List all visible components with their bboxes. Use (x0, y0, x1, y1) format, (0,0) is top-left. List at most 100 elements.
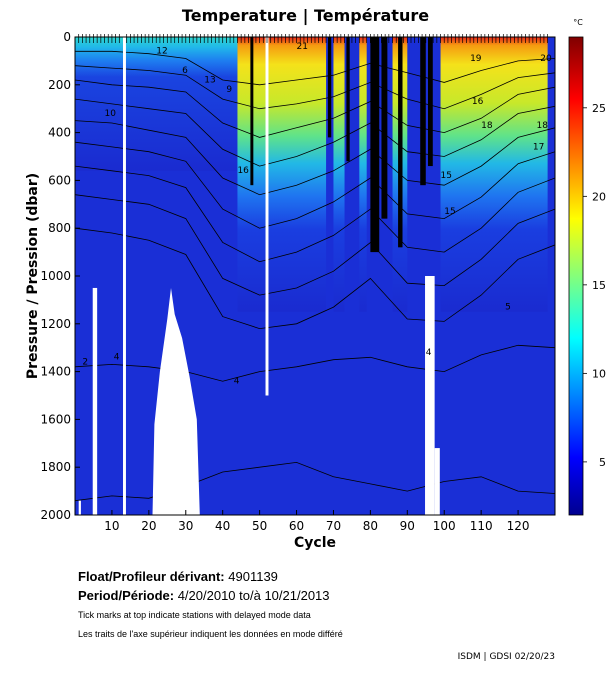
colorbar-tick-label: 15 (592, 279, 606, 292)
x-tick-label: 100 (433, 519, 456, 533)
y-tick-label: 200 (48, 78, 71, 92)
period-value: 4/20/2010 to/à 10/21/2013 (177, 588, 330, 603)
isotherm-line (75, 120, 555, 196)
dense-contour-streak (327, 37, 332, 138)
y-tick-label: 2000 (40, 508, 71, 522)
contour-label: 15 (441, 171, 452, 181)
dense-contour-streak (346, 37, 350, 162)
contour-label: 18 (537, 121, 549, 131)
float-label: Float/Profileur dérivant: (78, 569, 225, 584)
float-info: Float/Profileur dérivant: 4901139 Period… (78, 569, 343, 639)
isotherm-line (75, 165, 555, 263)
isotherm-line (75, 194, 555, 296)
dense-contour-streak (381, 37, 388, 219)
period-label: Period/Période: (78, 588, 175, 603)
x-axis-label: Cycle (294, 535, 336, 551)
period-line: Period/Période: 4/20/2010 to/à 10/21/201… (78, 588, 343, 603)
y-tick-label: 1200 (40, 317, 71, 331)
colorbar-gradient (568, 36, 584, 516)
y-tick-label: 0 (63, 30, 71, 44)
contour-label: 5 (505, 302, 511, 312)
x-tick-label: 70 (326, 519, 341, 533)
colorbar-tick-label: 10 (592, 367, 606, 380)
contour-label: 10 (105, 109, 117, 119)
colorbar-unit: °C (573, 18, 583, 27)
dense-contour-streak (250, 37, 254, 186)
x-tick-label: 90 (400, 519, 415, 533)
contour-label: 2 (82, 357, 88, 367)
isotherm-line (75, 344, 555, 382)
contour-label: 16 (472, 97, 484, 107)
missing-data-gap (425, 276, 435, 515)
note-english: Tick marks at top indicate stations with… (78, 610, 311, 620)
missing-data-gap (78, 500, 81, 515)
cold-band (75, 37, 238, 171)
contour-label: 16 (237, 166, 249, 176)
colorbar-tick-label: 20 (592, 190, 606, 203)
x-tick-label: 80 (363, 519, 378, 533)
float-id: 4901139 (228, 569, 278, 584)
x-axis: 10 20 30 40 50 60 70 80 90 100 110 120 (104, 510, 530, 533)
temperature-bands (75, 37, 548, 312)
delayed-mode-ticks (78, 34, 548, 43)
warm-band (267, 37, 327, 312)
colorbar: °C 5 10 15 20 25 (568, 18, 606, 516)
contour-label: 21 (297, 42, 308, 52)
missing-data-region (152, 288, 200, 515)
y-tick-label: 800 (48, 221, 71, 235)
isotherm-line (75, 65, 555, 110)
y-tick-label: 1000 (40, 269, 71, 283)
x-tick-label: 10 (104, 519, 119, 533)
plot-area: 2 4 4 4 5 6 9 10 12 13 16 16 17 18 18 19 20 21 15 15 (74, 36, 556, 516)
y-tick-label: 400 (48, 126, 71, 140)
contour-label: 15 (444, 207, 455, 217)
x-tick-label: 60 (289, 519, 304, 533)
isotherm-contours (75, 50, 555, 502)
x-tick-label: 20 (141, 519, 156, 533)
dense-contour-streak (427, 37, 433, 167)
colorbar-tick-label: 25 (592, 102, 606, 115)
missing-data-gap (265, 37, 269, 396)
x-tick-label: 40 (215, 519, 230, 533)
contour-label: 4 (114, 353, 120, 363)
missing-data-gap (123, 37, 126, 515)
y-axis-label: Pressure / Pression (dbar) (25, 173, 41, 379)
black-streaks (250, 37, 433, 253)
x-tick-label: 110 (470, 519, 493, 533)
dense-contour-streak (398, 37, 403, 248)
contour-label: 4 (426, 348, 432, 358)
contour-label: 17 (533, 142, 544, 152)
warm-band (359, 37, 367, 312)
x-tick-label: 30 (178, 519, 193, 533)
isotherm-line (75, 79, 555, 138)
contour-label: 13 (204, 75, 215, 85)
dense-contour-streak (420, 37, 426, 186)
credit: ISDM | GDSI 02/20/23 (457, 652, 555, 662)
x-tick-label: 120 (507, 519, 530, 533)
contour-label: 9 (226, 85, 232, 95)
y-tick-label: 1600 (40, 412, 71, 426)
isotherm-line (75, 98, 555, 167)
contour-label: 20 (540, 54, 552, 64)
isotherm-line (75, 50, 555, 86)
missing-data-gap (92, 287, 98, 515)
float-line: Float/Profileur dérivant: 4901139 (78, 569, 343, 584)
y-tick-label: 600 (48, 173, 71, 187)
note-french: Les traits de l'axe supérieur indiquent … (78, 629, 343, 639)
colorbar-tick-label: 5 (599, 456, 606, 469)
x-tick-label: 50 (252, 519, 267, 533)
contour-labels: 2 4 4 4 5 6 9 10 12 13 16 16 17 18 18 19 20 21 15 15 (82, 42, 552, 387)
isotherm-line (75, 141, 555, 229)
warm-band (440, 37, 548, 312)
isotherm-line (75, 227, 555, 330)
missing-data-gap (434, 448, 440, 515)
y-tick-label: 1400 (40, 365, 71, 379)
y-axis: 0 200 400 600 800 1000 1200 1400 1600 1800 2000 (40, 30, 80, 522)
warm-band (333, 37, 345, 312)
missing-data (78, 37, 440, 515)
contour-label: 6 (182, 66, 188, 76)
contour-label: 18 (481, 121, 493, 131)
dense-contour-streak (370, 37, 380, 253)
colorbar-ticks: 5 10 15 20 25 (583, 102, 606, 469)
